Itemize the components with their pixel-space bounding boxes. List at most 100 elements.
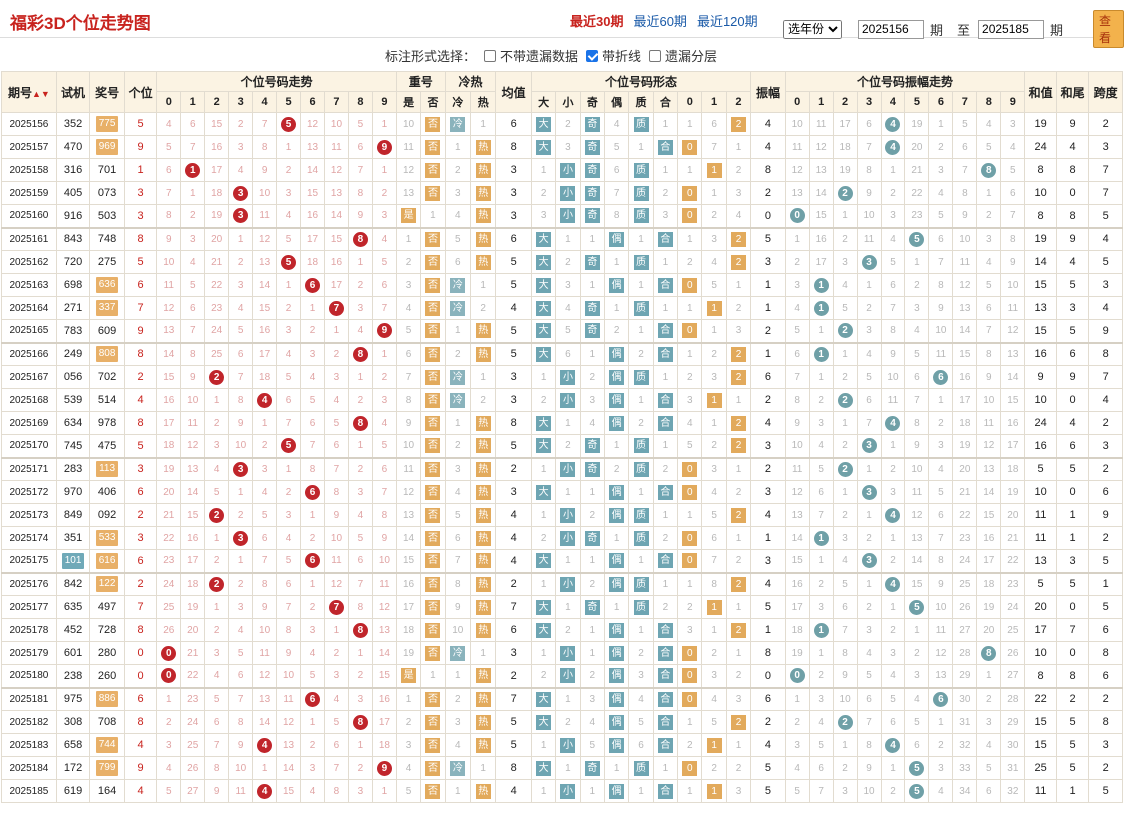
trend-cell: 19: [156, 456, 182, 481]
form-cell: 7: [701, 135, 727, 159]
amp-trend-cell: 17: [784, 595, 810, 619]
trend-cell: 14: [252, 710, 278, 734]
sum-cell: 11: [1024, 526, 1057, 550]
form-cell: 7: [701, 549, 727, 573]
repeat-cell: 否: [420, 226, 446, 251]
form-cell: 偶: [603, 365, 630, 389]
amp-trend-cell: 3: [904, 664, 930, 688]
trend-cell: 12: [371, 595, 397, 619]
trend-cell: 3: [204, 641, 230, 665]
period-cell: 2025169: [1, 411, 57, 435]
year-select[interactable]: 选年份: [783, 19, 842, 39]
trend-cell: 9: [371, 319, 397, 343]
repeat-cell: 否: [420, 434, 446, 458]
form-cell: 偶: [603, 226, 630, 251]
form-cell: 偶: [603, 641, 630, 665]
tail-cell: 9: [1055, 365, 1090, 389]
trial-cell: 698: [55, 273, 91, 297]
option-no-omit[interactable]: 不带遗漏数据: [484, 46, 578, 65]
amp-trend-cell: 6: [928, 365, 954, 389]
amp-trend-cell: 2: [928, 135, 954, 159]
layer-checkbox[interactable]: [649, 49, 662, 62]
trend-cell: 6: [371, 273, 397, 297]
table-row: 2025177 635 497 7 25 19 1 3 9 7 2 7 8 12 17 否 9 热 7 大 1 奇 1 质 2 2…: [1, 595, 1123, 619]
amp-trend-cell: 11: [904, 480, 930, 504]
table-row: 2025185 619 164 4 5 27 9 11 4 15 4 8 3 1 5 否 1 热 4 1 小 1 偶 1 合 1 1…: [1, 779, 1123, 803]
table-row: 2025173 849 092 2 21 15 2 2 5 3 1 9 4 8 13 否 5 热 4 1 小 2 偶质 1 1 5…: [1, 503, 1123, 527]
trend-ball: 8: [352, 231, 368, 247]
trend-cell: 4: [252, 388, 278, 412]
amp-ball: 0: [789, 208, 805, 224]
query-button[interactable]: 查看: [1093, 10, 1124, 48]
trend-cell: 14: [252, 273, 278, 297]
no-omit-checkbox[interactable]: [484, 49, 497, 62]
col-form: 个位号码形态: [530, 71, 752, 92]
trend-ball: 1: [185, 162, 201, 178]
option-layer[interactable]: 遗漏分层: [649, 46, 717, 65]
trend-cell: 2: [371, 181, 397, 205]
trend-cell: 21: [204, 250, 230, 274]
period-cell: 2025160: [1, 204, 57, 228]
amp-trend-cell: 12: [928, 641, 954, 665]
amp-cell: 4: [750, 571, 786, 596]
option-line[interactable]: 带折线: [586, 46, 641, 65]
unit-cell: 4: [123, 733, 158, 757]
amp-trend-cell: 15: [784, 549, 810, 573]
col-period[interactable]: 期号▲▼: [1, 71, 57, 113]
trial-cell: 172: [55, 756, 91, 780]
trend-cell: 5: [300, 664, 325, 688]
trend-cell: 2: [204, 618, 230, 642]
form-cell: 1: [628, 618, 654, 642]
hotcold-cell: 6: [444, 250, 472, 274]
amp-trend-cell: 4: [808, 434, 834, 458]
tail-cell: 0: [1055, 595, 1090, 619]
from-period-input[interactable]: [858, 19, 924, 39]
period-60-link[interactable]: 最近60期: [633, 14, 687, 29]
trial-cell: 470: [55, 135, 91, 159]
trend-cell: 6: [347, 549, 373, 573]
period-120-link[interactable]: 最近120期: [696, 14, 758, 29]
trend-cell: 3: [347, 686, 373, 711]
table-row: 2025183 658 744 4 3 25 7 9 4 13 2 6 1 18 3 否 4 热 5 1 小 5 偶 6 合 2 1…: [1, 733, 1123, 757]
form-cell: 5: [555, 319, 581, 343]
form-cell: 小: [555, 365, 581, 389]
form-cell: 奇: [579, 158, 606, 182]
to-period-input[interactable]: [978, 19, 1045, 39]
sum-cell: 10: [1024, 480, 1057, 504]
form-cell: 合: [652, 226, 679, 251]
trend-cell: 20: [156, 480, 182, 504]
trend-cell: 15: [276, 779, 302, 803]
amp-trend-cell: 4: [976, 250, 1002, 274]
repeat-cell: 否: [420, 273, 446, 297]
trend-cell: 12: [323, 571, 349, 596]
trend-cell: 7: [228, 686, 254, 711]
amp-trend-cell: 1: [928, 710, 954, 734]
trend-cell: 18: [252, 365, 278, 389]
span-cell: 9: [1088, 503, 1123, 527]
unit-cell: 0: [123, 664, 158, 688]
hotcold-cell: 热: [469, 595, 497, 619]
form-cell: 2: [725, 250, 752, 274]
span-cell: 7: [1088, 181, 1123, 205]
trend-ball: 9: [376, 760, 392, 776]
amp-trend-cell: 11: [928, 341, 954, 366]
form-cell: 1: [555, 480, 581, 504]
trend-cell: 9: [228, 411, 254, 435]
prize-cell: 616: [89, 549, 125, 573]
amp-trend-cell: 4: [880, 226, 906, 251]
trend-cell: 9: [371, 135, 397, 159]
trend-cell: 7: [323, 756, 349, 780]
trend-cell: 1: [300, 571, 325, 596]
form-cell: 5: [701, 503, 727, 527]
line-checkbox[interactable]: [586, 49, 599, 62]
amp-trend-cell: 6: [1000, 181, 1026, 205]
span-cell: 5: [1088, 595, 1123, 619]
trend-cell: 20: [204, 226, 230, 251]
repeat-cell: 4: [395, 756, 422, 780]
repeat-cell: 否: [420, 526, 446, 550]
form-cell: 合: [652, 273, 679, 297]
table-row: 2025176 842 122 2 24 18 2 2 8 6 1 12 7 11 16 否 8 热 2 1 小 2 偶质 1…: [1, 571, 1123, 596]
amp-trend-cell: 3: [856, 480, 882, 504]
period-30-link[interactable]: 最近30期: [570, 14, 624, 29]
